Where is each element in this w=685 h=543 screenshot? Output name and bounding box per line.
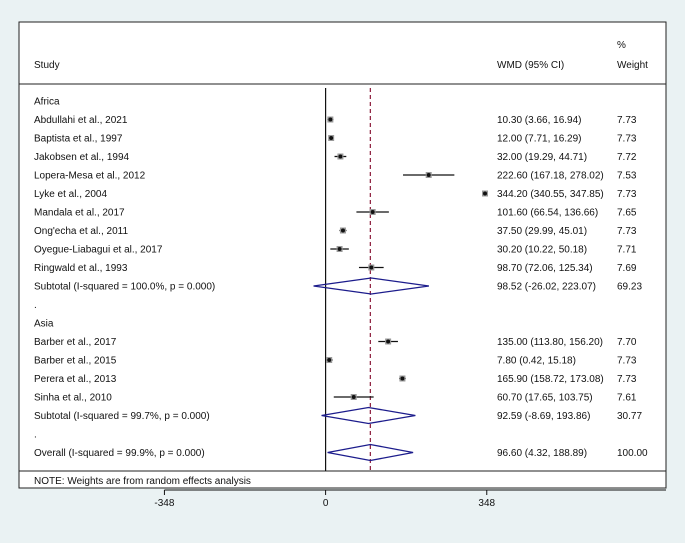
subtotal-label: Subtotal (I-squared = 99.7%, p = 0.000)	[34, 411, 210, 422]
study-weight: 7.73	[617, 374, 637, 385]
study-ci: 12.00 (7.71, 16.29)	[497, 134, 582, 145]
study-point	[351, 395, 356, 399]
study-ci: 30.20 (10.22, 50.18)	[497, 245, 587, 256]
study-name: Lopera-Mesa et al., 2012	[34, 171, 146, 182]
study-name: Jakobsen et al., 1994	[34, 152, 130, 163]
study-ci: 10.30 (3.66, 16.94)	[497, 115, 582, 126]
study-name: Sinha et al., 2010	[34, 393, 112, 404]
study-point	[400, 376, 405, 381]
overall-weight: 100.00	[617, 448, 648, 459]
overall-ci: 96.60 (4.32, 188.89)	[497, 448, 587, 459]
study-weight: 7.70	[617, 337, 637, 348]
spacer-dot: .	[34, 300, 37, 311]
study-name: Abdullahi et al., 2021	[34, 115, 128, 126]
study-ci: 7.80 (0.42, 15.18)	[497, 356, 576, 367]
subtotal-ci: 92.59 (-8.69, 193.86)	[497, 411, 590, 422]
study-point	[369, 265, 374, 270]
study-weight: 7.61	[617, 393, 637, 404]
study-name: Mandala et al., 2017	[34, 208, 125, 219]
study-ci: 344.20 (340.55, 347.85)	[497, 189, 604, 200]
spacer-dot: .	[34, 430, 37, 441]
study-name: Barber et al., 2015	[34, 356, 117, 367]
study-point	[328, 117, 333, 122]
forest-rows: Africa Abdullahi et al., 2021 10.30 (3.66,…	[34, 88, 648, 471]
study-ci: 222.60 (167.18, 278.02)	[497, 171, 604, 182]
subtotal-ci: 98.52 (-26.02, 223.07)	[497, 282, 596, 293]
study-ci: 165.90 (158.72, 173.08)	[497, 374, 604, 385]
study-point	[327, 358, 332, 362]
study-point	[338, 154, 343, 159]
x-tick-label: -348	[154, 498, 174, 509]
subtotal-label: Subtotal (I-squared = 100.0%, p = 0.000)	[34, 282, 215, 293]
study-weight: 7.72	[617, 152, 637, 163]
study-ci: 101.60 (66.54, 136.66)	[497, 208, 598, 219]
study-point	[483, 191, 488, 196]
study-name: Ringwald et al., 1993	[34, 263, 128, 274]
study-weight: 7.73	[617, 356, 637, 367]
study-point	[370, 210, 375, 214]
study-ci: 135.00 (113.80, 156.20)	[497, 337, 603, 348]
header-study: Study	[34, 60, 60, 71]
header-wmd: WMD (95% CI)	[497, 60, 564, 71]
study-weight: 7.65	[617, 208, 637, 219]
subtotal-diamond	[313, 277, 429, 295]
study-point	[386, 339, 391, 344]
subtotal-diamond	[321, 406, 416, 425]
overall-diamond	[327, 443, 414, 462]
study-name: Oyegue-Liabagui et al., 2017	[34, 245, 163, 256]
study-point	[329, 136, 334, 140]
group-label: Asia	[34, 319, 54, 330]
study-weight: 7.69	[617, 263, 637, 274]
study-ci: 37.50 (29.99, 45.01)	[497, 226, 587, 237]
study-weight: 7.53	[617, 171, 637, 182]
study-ci: 60.70 (17.65, 103.75)	[497, 393, 593, 404]
note-text: NOTE: Weights are from random effects an…	[34, 476, 251, 487]
x-tick-label: 0	[323, 498, 329, 509]
plot-panel	[18, 21, 667, 489]
study-name: Barber et al., 2017	[34, 337, 117, 348]
study-weight: 7.73	[617, 115, 637, 126]
overall-label: Overall (I-squared = 99.9%, p = 0.000)	[34, 448, 205, 459]
study-weight: 7.73	[617, 189, 637, 200]
study-weight: 7.73	[617, 226, 637, 237]
study-name: Lyke et al., 2004	[34, 189, 107, 200]
study-point	[340, 228, 345, 233]
study-weight: 7.71	[617, 245, 637, 256]
subtotal-weight: 30.77	[617, 411, 642, 422]
study-name: Perera et al., 2013	[34, 374, 117, 385]
x-tick-label: 348	[478, 498, 495, 509]
header-weight: Weight	[617, 60, 648, 71]
study-ci: 98.70 (72.06, 125.34)	[497, 263, 593, 274]
study-point	[337, 247, 342, 251]
study-name: Baptista et al., 1997	[34, 134, 123, 145]
study-name: Ong'echa et al., 2011	[34, 226, 128, 237]
study-weight: 7.73	[617, 134, 637, 145]
x-axis: -348 0 348	[154, 489, 666, 509]
study-point	[426, 173, 431, 177]
study-ci: 32.00 (19.29, 44.71)	[497, 152, 587, 163]
subtotal-weight: 69.23	[617, 282, 642, 293]
group-label: Africa	[34, 97, 60, 108]
header-weight-pct: %	[617, 40, 626, 51]
